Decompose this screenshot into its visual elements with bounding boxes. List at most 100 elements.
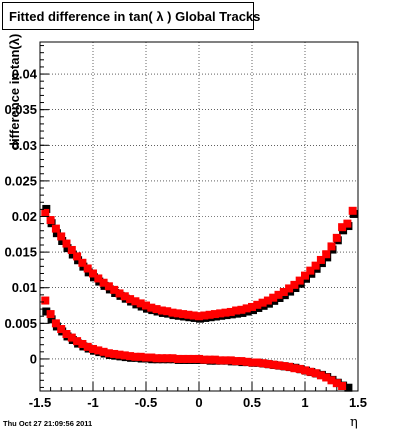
- data-point: [120, 351, 129, 360]
- data-point: [253, 300, 262, 309]
- data-point: [311, 261, 320, 270]
- data-point: [126, 352, 135, 361]
- data-point: [279, 287, 288, 296]
- data-point: [136, 299, 145, 308]
- data-point: [338, 382, 347, 391]
- data-point: [110, 349, 119, 358]
- data-point: [290, 364, 299, 373]
- y-tick-label: 0.015: [4, 245, 37, 260]
- data-point: [338, 223, 347, 232]
- data-point: [263, 359, 272, 368]
- data-point: [189, 354, 198, 363]
- data-point: [173, 354, 182, 363]
- y-tick-label: 0.04: [12, 67, 38, 82]
- data-point: [46, 310, 55, 319]
- data-point: [226, 356, 235, 365]
- data-point: [263, 296, 272, 305]
- data-point: [205, 310, 214, 319]
- x-tick-label: 0.5: [243, 395, 261, 410]
- data-point: [301, 271, 309, 280]
- data-point: [274, 361, 283, 370]
- data-point: [78, 339, 87, 348]
- data-point: [67, 245, 76, 254]
- data-point: [248, 302, 256, 311]
- data-point: [163, 307, 172, 316]
- data-point: [142, 301, 150, 310]
- data-point: [62, 330, 71, 339]
- data-point: [258, 359, 267, 368]
- data-point: [83, 264, 92, 273]
- data-point: [248, 358, 256, 367]
- y-tick-label: 0.03: [12, 138, 37, 153]
- data-point: [344, 383, 353, 392]
- x-tick-label: 0: [195, 395, 202, 410]
- data-point: [189, 311, 198, 320]
- data-point: [184, 354, 193, 363]
- data-point: [115, 289, 124, 298]
- data-point: [269, 293, 278, 302]
- data-point: [295, 276, 304, 285]
- data-point: [332, 379, 341, 388]
- data-point: [131, 297, 140, 306]
- data-point: [42, 307, 51, 316]
- data-point: [348, 206, 357, 215]
- data-point: [68, 250, 77, 259]
- data-point: [51, 319, 60, 328]
- data-point: [110, 285, 119, 294]
- data-point: [83, 342, 92, 351]
- data-point: [57, 232, 66, 241]
- data-point: [47, 315, 56, 324]
- data-point: [226, 307, 235, 316]
- data-point: [195, 312, 203, 321]
- data-point: [285, 362, 294, 371]
- data-point: [343, 219, 352, 228]
- data-point: [104, 349, 113, 358]
- data-point: [99, 347, 108, 356]
- data-point: [120, 292, 129, 301]
- data-point: [52, 229, 61, 238]
- data-point: [327, 376, 336, 385]
- data-point: [147, 303, 156, 312]
- data-point: [73, 337, 82, 346]
- data-point: [301, 366, 309, 375]
- data-point: [327, 242, 336, 251]
- data-point: [142, 353, 150, 362]
- data-point: [157, 354, 166, 363]
- data-point: [62, 239, 71, 248]
- data-point: [94, 346, 103, 355]
- footer-timestamp: Thu Oct 27 21:09:56 2011: [3, 419, 93, 428]
- data-point: [78, 258, 87, 267]
- data-point: [316, 371, 325, 380]
- data-point: [99, 278, 108, 287]
- y-tick-label: 0.025: [4, 173, 37, 188]
- data-point: [46, 216, 55, 225]
- data-point: [216, 309, 225, 318]
- data-point: [126, 295, 135, 304]
- y-tick-label: 0.01: [12, 280, 37, 295]
- x-tick-label: 1: [301, 395, 308, 410]
- data-point: [57, 325, 66, 334]
- data-point: [242, 357, 251, 366]
- x-tick-label: 1.5: [349, 395, 367, 410]
- data-point: [163, 354, 172, 363]
- y-tick-label: 0.005: [4, 316, 37, 331]
- data-point: [221, 356, 230, 365]
- data-point: [58, 237, 67, 246]
- chart-title: Fitted difference in tan( λ ) Global Tra…: [2, 2, 260, 30]
- data-point: [279, 362, 288, 371]
- data-point: [258, 298, 267, 307]
- data-point: [210, 355, 219, 364]
- data-point: [41, 208, 50, 217]
- data-points: [41, 204, 358, 392]
- data-point: [285, 284, 294, 293]
- data-point: [290, 280, 299, 289]
- data-point: [195, 354, 203, 363]
- data-point: [51, 224, 60, 233]
- data-point: [152, 305, 161, 314]
- data-point: [157, 306, 166, 315]
- y-tick-label: 0.02: [12, 209, 37, 224]
- data-point: [242, 304, 251, 313]
- data-point: [232, 357, 241, 366]
- data-point: [152, 354, 161, 363]
